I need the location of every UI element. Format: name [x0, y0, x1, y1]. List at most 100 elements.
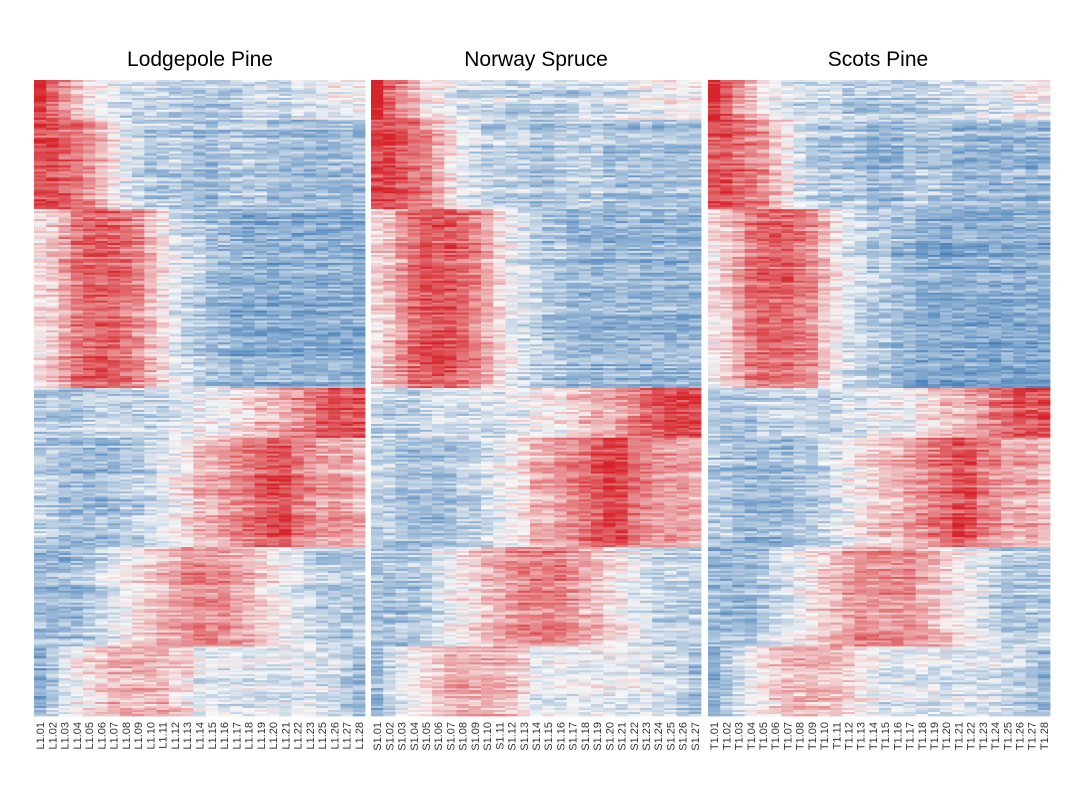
heatmap-cell: [266, 143, 280, 146]
heatmap-cell: [70, 225, 84, 228]
heatmap-cell: [328, 101, 341, 105]
heatmap-cell: [328, 159, 341, 162]
heatmap-cell: [254, 175, 268, 178]
heatmap-cell: [205, 169, 219, 172]
heatmap-cell: [193, 338, 207, 341]
heatmap-cell: [205, 296, 219, 300]
heatmap-cell: [230, 294, 243, 298]
heatmap-cell: [315, 157, 329, 160]
heatmap-cell: [34, 163, 47, 166]
heatmap-cell: [266, 211, 280, 214]
heatmap-cell: [279, 294, 292, 298]
heatmap-cell: [46, 274, 59, 278]
heatmap-cell: [83, 93, 96, 97]
heatmap-cell: [291, 165, 305, 168]
heatmap-cell: [217, 286, 231, 290]
heatmap-cell: [168, 129, 182, 133]
heatmap-cell: [156, 113, 170, 117]
heatmap-cell: [279, 137, 292, 141]
heatmap-cell: [181, 217, 194, 220]
heatmap-cell: [46, 310, 59, 313]
heatmap-cell: [340, 227, 354, 230]
heatmap-cell: [193, 227, 207, 230]
heatmap-cell: [46, 199, 59, 202]
heatmap-cell: [83, 137, 96, 141]
heatmap-cell: [46, 181, 59, 184]
heatmap-cell: [144, 125, 157, 129]
heatmap-cell: [144, 179, 157, 182]
heatmap-cell: [132, 264, 145, 268]
heatmap-cell: [217, 338, 231, 341]
heatmap-cell: [352, 135, 366, 139]
heatmap-cell: [315, 81, 329, 85]
heatmap-cell: [107, 147, 121, 150]
heatmap-cell: [352, 125, 366, 129]
heatmap-cell: [181, 151, 194, 154]
heatmap-cell: [132, 181, 145, 184]
heatmap-cell: [181, 173, 194, 176]
heatmap-cell: [352, 219, 366, 222]
heatmap-cell: [34, 290, 47, 294]
heatmap-cell: [217, 147, 231, 150]
heatmap-cell: [181, 336, 194, 339]
heatmap-cell: [230, 229, 243, 232]
heatmap-cell: [119, 199, 133, 202]
heatmap-cell: [217, 260, 231, 264]
heatmap-cell: [266, 246, 280, 250]
heatmap-cell: [254, 191, 268, 194]
heatmap-cell: [303, 167, 317, 170]
heatmap-cell: [46, 326, 59, 329]
heatmap-cell: [230, 133, 243, 137]
heatmap-cell: [205, 173, 219, 176]
heatmap-cell: [58, 107, 72, 111]
heatmap-cell: [119, 81, 133, 85]
heatmap-cell: [119, 221, 133, 224]
heatmap-cell: [217, 308, 231, 311]
heatmap-cell: [83, 191, 96, 194]
heatmap-cell: [230, 282, 243, 286]
heatmap-cell: [352, 163, 366, 166]
heatmap-cell: [352, 322, 366, 325]
heatmap-cell: [230, 185, 243, 188]
heatmap-cell: [193, 274, 207, 278]
heatmap-cell: [217, 169, 231, 172]
heatmap-cell: [315, 143, 329, 146]
heatmap-cell: [70, 213, 84, 216]
heatmap-cell: [352, 89, 366, 93]
heatmap-cell: [254, 274, 268, 278]
heatmap-cell: [156, 149, 170, 152]
heatmap-cell: [254, 167, 268, 170]
heatmap-cell: [230, 310, 243, 313]
heatmap-cell: [193, 284, 207, 288]
heatmap-cell: [328, 248, 341, 252]
heatmap-cell: [144, 193, 157, 196]
heatmap-cell: [328, 221, 341, 224]
heatmap-cell: [266, 157, 280, 160]
heatmap-cell: [340, 147, 354, 150]
heatmap-cell: [266, 209, 280, 212]
heatmap-cell: [156, 237, 170, 240]
heatmap-cell: [70, 153, 84, 156]
heatmap-cell: [279, 318, 292, 321]
heatmap-cell: [266, 314, 280, 317]
heatmap-cell: [46, 153, 59, 156]
heatmap-cell: [107, 87, 121, 91]
heatmap-cell: [144, 229, 157, 232]
heatmap-cell: [58, 199, 72, 202]
heatmap-cell: [279, 290, 292, 294]
heatmap-cell: [95, 123, 108, 127]
heatmap-cell: [230, 193, 243, 196]
heatmap-cell: [315, 99, 329, 103]
heatmap-cell: [303, 199, 317, 202]
heatmap-cell: [46, 87, 59, 91]
heatmap-cell: [144, 280, 157, 284]
heatmap-cell: [303, 219, 317, 222]
heatmap-cell: [95, 276, 108, 280]
heatmap-cell: [83, 250, 96, 254]
heatmap-cell: [242, 284, 256, 288]
heatmap-cell: [132, 159, 145, 162]
heatmap-cell: [156, 147, 170, 150]
heatmap-cell: [217, 201, 231, 204]
heatmap-cell: [230, 266, 243, 270]
heatmap-cell: [217, 270, 231, 274]
